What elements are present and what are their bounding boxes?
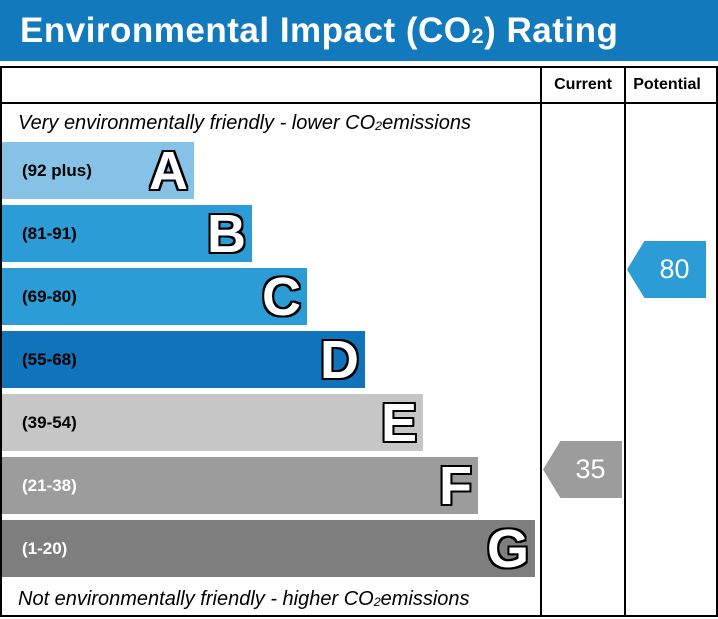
rating-scale-column: Very environmentally friendly - lower CO… bbox=[2, 104, 540, 615]
band-range-label: (55-68) bbox=[22, 349, 77, 369]
band-row-d: (55-68) D bbox=[2, 331, 540, 394]
page-title-text: Environmental Impact (CO bbox=[20, 10, 472, 50]
band-row-e: (39-54) E bbox=[2, 394, 540, 457]
band-letter: F bbox=[439, 455, 472, 516]
band-range-label: (69-80) bbox=[22, 286, 77, 306]
band-letter: C bbox=[262, 266, 301, 327]
header-cell-potential: Potential bbox=[624, 68, 708, 102]
rating-table: Current Potential Very environmentally f… bbox=[0, 66, 718, 617]
band-bar-c: (69-80) C bbox=[2, 268, 307, 325]
table-header-row: Current Potential bbox=[2, 68, 716, 104]
top-caption: Very environmentally friendly - lower CO… bbox=[2, 104, 540, 142]
potential-value: 80 bbox=[659, 254, 690, 284]
band-range-label: (21-38) bbox=[22, 475, 77, 495]
top-caption-subscript: 2 bbox=[375, 119, 383, 134]
top-caption-text-end: emissions bbox=[382, 111, 471, 134]
band-letter: E bbox=[380, 392, 417, 453]
header-cell-empty bbox=[2, 68, 540, 102]
rating-bands: (92 plus) A (81-91) B (69-80) C bbox=[2, 142, 540, 583]
bottom-caption: Not environmentally friendly - higher CO… bbox=[2, 583, 540, 615]
band-bar-d: (55-68) D bbox=[2, 331, 365, 388]
band-bar-a: (92 plus) A bbox=[2, 142, 194, 199]
band-range-label: (92 plus) bbox=[22, 160, 92, 180]
bottom-caption-subscript: 2 bbox=[373, 595, 381, 610]
page-title-text-end: ) Rating bbox=[484, 10, 619, 50]
band-row-f: (21-38) F bbox=[2, 457, 540, 520]
band-range-label: (39-54) bbox=[22, 412, 77, 432]
band-range-label: (1-20) bbox=[22, 538, 68, 558]
band-letter: B bbox=[207, 203, 246, 264]
band-letter: G bbox=[486, 518, 529, 579]
band-bar-f: (21-38) F bbox=[2, 457, 478, 514]
band-range-label: (81-91) bbox=[22, 223, 77, 243]
page-title-subscript: 2 bbox=[471, 22, 485, 48]
current-value-arrow: 35 bbox=[543, 441, 622, 498]
potential-value-arrow: 80 bbox=[627, 241, 706, 298]
band-letter: A bbox=[149, 140, 188, 201]
band-row-c: (69-80) C bbox=[2, 268, 540, 331]
potential-column: 80 bbox=[624, 104, 708, 615]
header-cell-current: Current bbox=[540, 68, 624, 102]
band-row-a: (92 plus) A bbox=[2, 142, 540, 205]
band-row-g: (1-20) G bbox=[2, 520, 540, 583]
table-body: Very environmentally friendly - lower CO… bbox=[2, 104, 716, 615]
bottom-caption-text: Not environmentally friendly - higher CO bbox=[18, 587, 374, 610]
top-caption-text: Very environmentally friendly - lower CO bbox=[18, 111, 376, 134]
band-bar-b: (81-91) B bbox=[2, 205, 252, 262]
band-bar-g: (1-20) G bbox=[2, 520, 535, 577]
page-title: Environmental Impact (CO 2) Rating bbox=[0, 0, 718, 61]
band-bar-e: (39-54) E bbox=[2, 394, 423, 451]
current-value: 35 bbox=[575, 454, 606, 484]
band-row-b: (81-91) B bbox=[2, 205, 540, 268]
bottom-caption-text-end: emissions bbox=[380, 587, 470, 610]
band-letter: D bbox=[320, 329, 359, 390]
current-column: 35 bbox=[540, 104, 624, 615]
